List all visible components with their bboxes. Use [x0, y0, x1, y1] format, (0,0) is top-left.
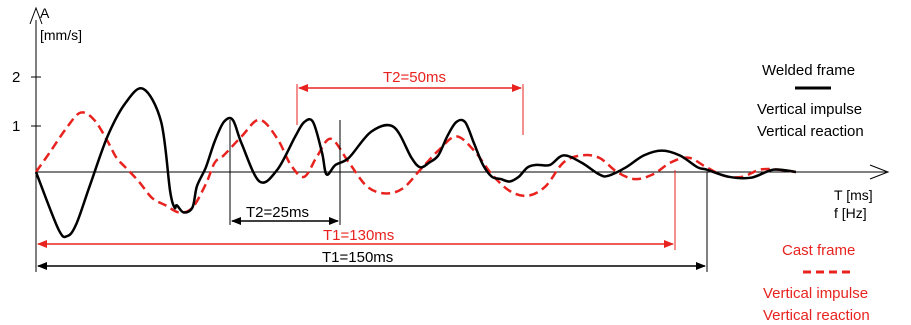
annotation-t1-150ms: T1=150ms	[322, 249, 393, 266]
x-axis-label-frequency: f [Hz]	[834, 205, 867, 221]
y-axis-arrowhead	[29, 6, 43, 25]
annotation-t2-25ms: T2=25ms	[246, 204, 309, 221]
legend-welded-line2: Vertical reaction	[757, 123, 864, 140]
legend-cast-line2: Vertical reaction	[763, 307, 870, 324]
y-axis-label: A	[40, 5, 50, 21]
legend-welded-line1: Vertical impulse	[757, 101, 862, 118]
y-tick-label-2: 2	[12, 69, 20, 86]
series-line-welded-frame	[34, 87, 797, 239]
series-line-cast-frame	[34, 111, 797, 214]
annotation-t2-50ms: T2=50ms	[383, 69, 446, 86]
legend-welded-title: Welded frame	[762, 62, 855, 79]
legend-cast-title: Cast frame	[782, 242, 855, 259]
legend-cast-line1: Vertical impulse	[763, 285, 868, 302]
y-tick-label-1: 1	[12, 118, 20, 135]
annotation-t1-130ms: T1=130ms	[323, 227, 394, 244]
y-axis-unit: [mm/s]	[40, 27, 82, 43]
x-axis-arrowhead	[869, 164, 890, 180]
x-axis-label: T [ms]	[834, 187, 873, 203]
